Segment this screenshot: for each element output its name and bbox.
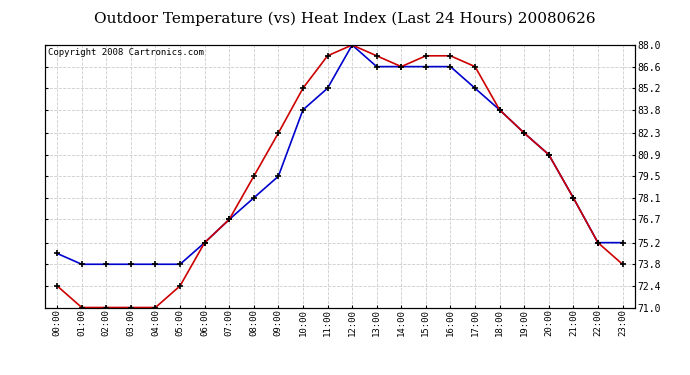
Text: Outdoor Temperature (vs) Heat Index (Last 24 Hours) 20080626: Outdoor Temperature (vs) Heat Index (Las… (95, 11, 595, 26)
Text: Copyright 2008 Cartronics.com: Copyright 2008 Cartronics.com (48, 48, 204, 57)
